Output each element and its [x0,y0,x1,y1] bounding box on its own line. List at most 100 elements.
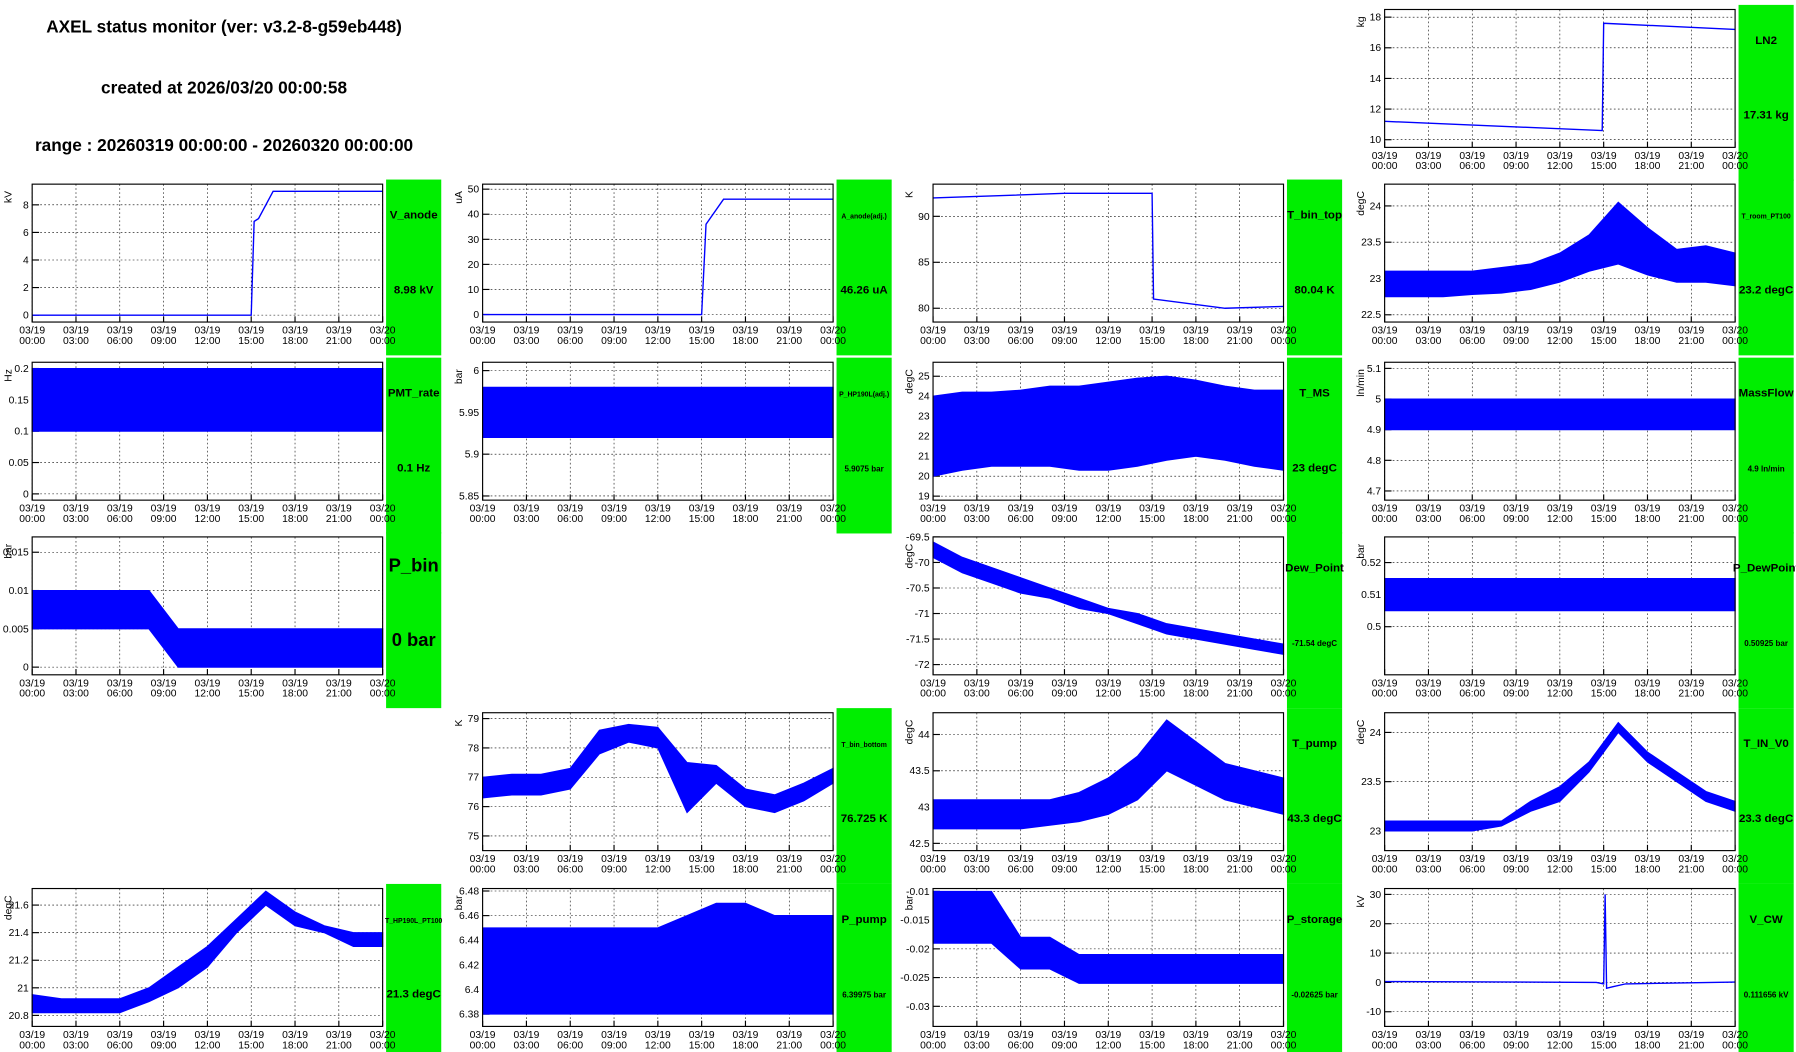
y-axis-label: degC [904,369,915,394]
x-tick-time: 12:00 [645,864,671,875]
x-tick-date: 03/19 [1095,678,1121,689]
status-box [1286,532,1343,709]
x-tick-date: 03/19 [282,504,308,515]
x-tick-time: 15:00 [689,864,715,875]
x-tick-date: 03/19 [1183,854,1209,865]
x-tick-date: 03/19 [1416,151,1442,162]
x-tick-time: 06:00 [557,336,583,347]
y-tick-label: -71.5 [906,635,930,646]
x-tick-date: 03/19 [107,678,133,689]
y-tick-label: 14 [1370,74,1382,85]
panel: MassFlow 4.9 ln/min ln/min 4.7 4.8 4.9 5 5.1 03/… [1356,357,1794,534]
x-tick-time: 12:00 [1095,1040,1121,1051]
x-tick-time: 12:00 [1095,514,1121,525]
status-title: PMT_rate [388,388,440,400]
y-tick-label: 0.01 [9,586,29,597]
x-tick-date: 03/19 [238,504,264,515]
x-tick-time: 21:00 [326,1040,352,1051]
plot-frame [31,536,384,676]
status-value: 23.3 degC [1739,813,1793,825]
x-tick-time: 18:00 [733,864,759,875]
x-tick-date: 03/19 [1139,854,1165,865]
y-axis-label: bar [454,369,465,384]
plot-frame [932,536,1285,676]
x-tick-date: 03/19 [1591,678,1617,689]
x-tick-time: 15:00 [689,514,715,525]
x-tick-date: 03/19 [1547,151,1573,162]
x-tick-date: 03/19 [326,326,352,337]
x-tick-date: 03/20 [370,1030,396,1041]
y-tick-label: 0.05 [9,458,29,469]
x-tick-time: 00:00 [820,336,846,347]
x-tick-date: 03/19 [776,854,802,865]
y-tick-label: 0.52 [1361,558,1381,569]
x-tick-time: 18:00 [282,514,308,525]
status-box [1286,179,1343,356]
y-tick-label: -0.02 [906,944,930,955]
x-tick-time: 18:00 [1183,336,1209,347]
x-tick-time: 00:00 [470,1040,496,1051]
x-tick-time: 12:00 [1547,336,1573,347]
x-tick-date: 03/19 [1139,326,1165,337]
x-tick-time: 12:00 [1095,689,1121,700]
y-tick-label: 16 [1370,43,1382,54]
y-tick-label: 6 [473,366,479,377]
status-value: 6.39975 bar [842,991,886,1000]
x-tick-date: 03/19 [1678,678,1704,689]
y-axis-label: degC [904,719,915,744]
x-tick-time: 15:00 [1591,864,1617,875]
x-tick-date: 03/19 [964,1030,990,1041]
y-tick-label: 24 [918,392,930,403]
x-tick-date: 03/19 [1183,504,1209,515]
y-tick-label: -0.01 [906,887,930,898]
y-tick-label: 6.42 [459,960,479,971]
x-tick-time: 15:00 [238,689,264,700]
x-tick-time: 06:00 [107,514,133,525]
y-tick-label: 25 [918,372,930,383]
status-value: 0.1 Hz [397,462,430,474]
status-title: MassFlow [1739,388,1794,400]
x-tick-time: 21:00 [1678,1040,1704,1051]
y-tick-label: 0 [23,489,29,500]
y-tick-label: 30 [468,235,480,246]
status-value: 43.3 degC [1287,813,1341,825]
y-tick-label: 12 [1370,105,1382,116]
x-tick-time: 00:00 [1722,336,1748,347]
y-tick-label: 2 [23,283,29,294]
status-title: T_bin_bottom [841,742,886,749]
panel: P_storage -0.02625 bar bar -0.03 -0.025 -0.02… [900,883,1342,1052]
y-tick-label: 78 [468,743,480,754]
status-value: -0.02625 bar [1291,991,1337,1000]
y-tick-label: 0 [473,310,479,321]
status-box [1738,883,1794,1052]
data-band [482,723,834,814]
x-tick-time: 06:00 [1459,161,1485,172]
x-tick-time: 18:00 [1183,514,1209,525]
y-tick-label: 22 [918,432,930,443]
x-tick-date: 03/19 [601,504,627,515]
x-tick-time: 21:00 [1678,864,1704,875]
x-tick-time: 12:00 [1547,689,1573,700]
x-tick-date: 03/19 [326,504,352,515]
x-tick-date: 03/19 [1095,854,1121,865]
x-tick-date: 03/19 [1139,678,1165,689]
x-tick-time: 12:00 [1547,1040,1573,1051]
y-tick-label: 85 [918,258,930,269]
y-tick-label: 6 [23,228,29,239]
x-tick-time: 12:00 [194,689,220,700]
x-tick-date: 03/19 [151,1030,177,1041]
data-band [1384,578,1736,612]
plot-frame [1384,536,1736,676]
plot-frame [932,183,1285,323]
x-tick-time: 03:00 [1416,336,1442,347]
x-tick-time: 12:00 [645,336,671,347]
x-tick-time: 09:00 [1503,864,1529,875]
x-tick-time: 03:00 [964,1040,990,1051]
x-tick-time: 00:00 [1271,1040,1297,1051]
x-tick-time: 00:00 [370,1040,396,1051]
x-tick-date: 03/19 [1635,678,1661,689]
y-tick-label: 24 [1370,728,1382,739]
